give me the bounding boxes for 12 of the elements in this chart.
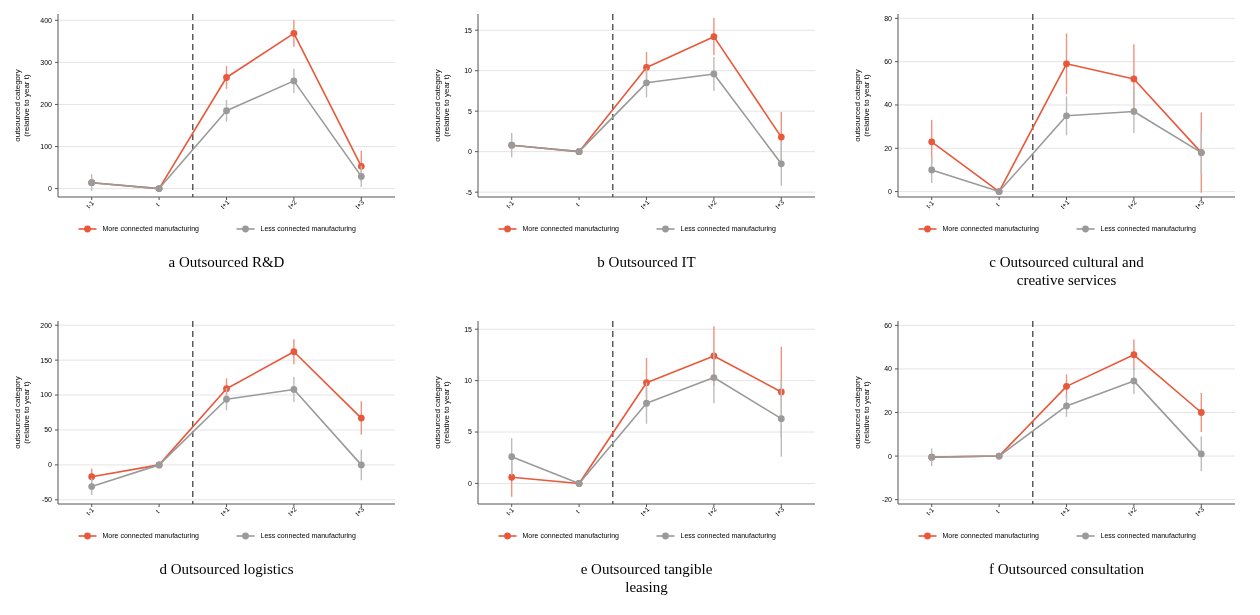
text: d Outsourced logistics (159, 561, 294, 577)
text: c Outsourced cultural and creative services (989, 254, 1145, 288)
y-axis-title: outsourced category (relative to year t) (433, 69, 451, 142)
text: f Outsourced consultation (989, 561, 1145, 577)
y-axis-title: outsourced category (relative to year t) (853, 376, 871, 449)
y-axis-title: outsourced category (relative to year t) (853, 69, 871, 142)
text: e Outsourced tangible leasing (580, 561, 713, 595)
text: b Outsourced IT (597, 254, 696, 270)
y-axis-title: outsourced category (relative to year t) (13, 376, 31, 449)
y-axis-title: outsourced category (relative to year t) (433, 376, 451, 449)
text: a Outsourced R&D (168, 254, 285, 270)
y-axis-title: outsourced category (relative to year t) (13, 69, 31, 142)
